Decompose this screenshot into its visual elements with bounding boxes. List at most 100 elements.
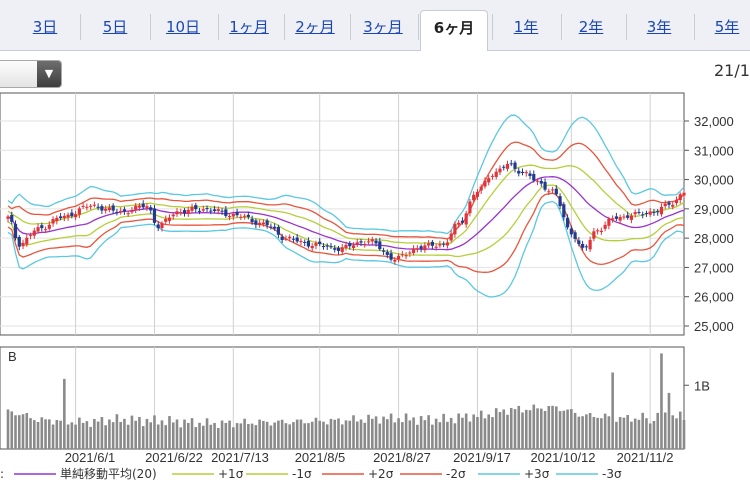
volume-bar — [337, 418, 340, 449]
candle-body — [539, 180, 543, 184]
candle-body — [329, 246, 333, 248]
volume-bar — [581, 416, 584, 449]
tab-9[interactable]: 3年 — [646, 18, 672, 36]
tab-separator — [492, 14, 493, 40]
volume-bar — [667, 392, 671, 449]
candle-body — [652, 211, 656, 213]
tab-1[interactable]: 5日 — [102, 18, 128, 36]
candle-body — [130, 210, 134, 213]
volume-bar — [472, 414, 475, 449]
volume-bar — [40, 417, 44, 449]
candle-body — [186, 209, 190, 214]
tab-0[interactable]: 3日 — [32, 18, 58, 36]
candle-body — [51, 219, 55, 224]
chevron-down-icon[interactable]: ▼ — [37, 61, 61, 87]
volume-bar — [81, 422, 85, 449]
volume-bar — [307, 423, 310, 449]
volume-bar — [325, 424, 329, 449]
candle-body — [126, 213, 130, 215]
volume-bar — [363, 422, 367, 449]
volume-bar — [494, 408, 498, 449]
volume-bar — [491, 417, 494, 449]
candle-body — [348, 243, 352, 247]
volume-bar — [179, 427, 183, 449]
candle-body — [250, 218, 254, 223]
candle-body — [280, 236, 284, 241]
volume-bar — [51, 424, 55, 449]
volume-bar — [235, 423, 239, 449]
volume-bar — [652, 420, 656, 449]
legend-label: +1σ — [218, 467, 244, 481]
volume-bar — [434, 418, 438, 449]
candle-body — [509, 163, 513, 165]
date-tick-label: 2021/9/17 — [453, 450, 511, 465]
candle-body — [246, 214, 250, 217]
volume-bar — [310, 421, 314, 449]
volume-bar — [641, 412, 644, 449]
volume-bar — [66, 424, 70, 449]
candle-body — [62, 215, 66, 219]
volume-bar — [370, 418, 374, 449]
volume-bar — [232, 427, 235, 449]
volume-bar — [517, 405, 521, 449]
tab-separator — [694, 14, 695, 40]
tab-10[interactable]: 5年 — [714, 18, 740, 36]
tab-4[interactable]: 2ヶ月 — [295, 18, 335, 36]
tab-3[interactable]: 1ヶ月 — [229, 18, 269, 36]
tab-2[interactable]: 10日 — [165, 18, 201, 36]
band-plus2-line — [7, 141, 685, 240]
chart-type-dropdown[interactable]: ▼ — [0, 60, 62, 88]
candle-body — [637, 212, 641, 214]
candle-body — [85, 206, 89, 208]
candle-body — [404, 255, 408, 257]
candle-body — [359, 241, 363, 243]
volume-bar — [21, 414, 25, 449]
volume-bar — [382, 416, 385, 449]
volume-bar — [36, 421, 40, 449]
candle-body — [284, 238, 288, 240]
volume-bar — [239, 423, 243, 449]
volume-bar — [607, 416, 611, 449]
period-tab-bar: 3日 5日 10日 1ヶ月 2ヶ月 3ヶ月 6ヶ月 1年 2年 3年 5年 — [0, 0, 750, 51]
candle-body — [532, 173, 536, 181]
volume-unit-label: B — [8, 349, 17, 364]
volume-bar — [70, 422, 74, 449]
volume-bar — [416, 424, 419, 449]
volume-bar — [149, 422, 153, 449]
candle-body — [17, 236, 21, 247]
price-tick-label: 28,000 — [694, 231, 734, 246]
candle-body — [374, 240, 378, 244]
candle-body — [483, 180, 487, 187]
tab-8[interactable]: 2年 — [578, 18, 604, 36]
candle-body — [472, 194, 476, 201]
volume-bar — [194, 427, 198, 449]
legend-label: -3σ — [602, 467, 622, 481]
volume-bar — [678, 411, 682, 449]
candle-body — [599, 230, 603, 233]
candle-body — [562, 204, 566, 218]
volume-bar — [333, 419, 337, 449]
candle-body — [412, 248, 416, 254]
tab-separator — [284, 14, 285, 40]
candle-body — [325, 245, 329, 247]
volume-bar — [269, 425, 273, 449]
candle-body — [92, 204, 96, 206]
candle-body — [122, 209, 127, 212]
volume-bar — [374, 416, 378, 449]
volume-bar — [630, 421, 633, 449]
price-panel-frame — [0, 92, 685, 336]
volume-bar — [367, 414, 370, 449]
volume-bar — [78, 417, 81, 449]
candle-body — [427, 243, 431, 246]
candle-body — [592, 231, 596, 239]
volume-bar — [59, 420, 62, 449]
tab-6[interactable]: 6ヶ月 — [420, 10, 488, 51]
candle-body — [81, 205, 85, 207]
candle-body — [460, 220, 465, 223]
date-tick-label: 2021/7/13 — [211, 450, 269, 465]
candle-body — [490, 175, 495, 177]
tab-7[interactable]: 1年 — [513, 18, 539, 36]
volume-bar — [108, 419, 111, 449]
tab-5[interactable]: 3ヶ月 — [363, 18, 403, 36]
